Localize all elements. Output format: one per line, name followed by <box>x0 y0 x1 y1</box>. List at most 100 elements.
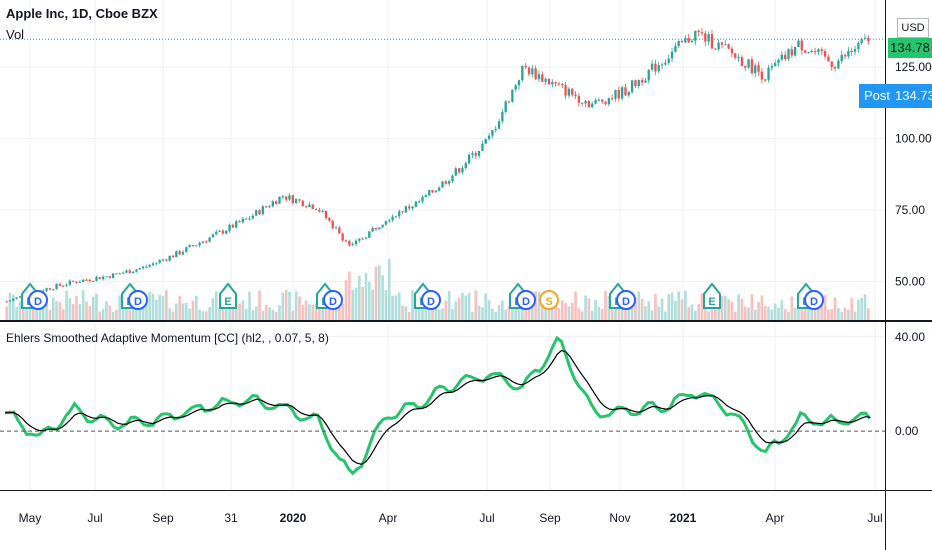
volume-bar <box>168 308 172 320</box>
symbol-title[interactable]: Apple Inc, 1D, Cboe BZX <box>6 6 158 21</box>
candle-body <box>288 195 291 200</box>
earnings-marker-d: D <box>28 290 48 310</box>
volume-bar <box>68 297 72 320</box>
volume-bar <box>25 307 28 320</box>
candle-body <box>394 216 398 218</box>
volume-bar <box>687 307 691 320</box>
volume-bar <box>757 301 760 320</box>
volume-label[interactable]: Vol <box>6 27 25 42</box>
volume-bar <box>201 311 205 320</box>
candle-body <box>574 94 577 97</box>
post-market-tag: Post 134.73 <box>859 84 932 108</box>
candle-body <box>121 272 125 274</box>
x-tick-label: Jul <box>87 511 102 525</box>
earnings-icon <box>219 282 237 309</box>
volume-bar <box>178 295 181 320</box>
y-tick-label: 75.00 <box>895 203 925 217</box>
volume-bar <box>560 300 564 320</box>
volume-bar <box>118 295 122 320</box>
volume-bar <box>204 311 208 320</box>
candle-body <box>594 100 597 104</box>
candle-body <box>324 211 328 219</box>
volume-bar <box>61 309 65 320</box>
volume-bar <box>85 301 88 320</box>
volume-bar <box>504 309 508 320</box>
candle-body <box>151 263 155 266</box>
volume-bar <box>98 311 102 320</box>
volume-bar <box>264 305 268 320</box>
candle-body <box>860 38 863 43</box>
candle-body <box>501 112 504 122</box>
volume-bar <box>620 307 624 320</box>
volume-bar <box>15 306 18 320</box>
candle-body <box>627 92 630 96</box>
candle-body <box>72 280 75 282</box>
volume-bar <box>31 306 35 320</box>
candle-body <box>218 230 221 232</box>
volume-bar <box>570 302 574 320</box>
candle-body <box>477 150 481 156</box>
candle-body <box>205 241 208 243</box>
dividend-icon <box>516 290 536 310</box>
volume-bar <box>357 275 361 320</box>
volume-bar <box>434 308 438 320</box>
candle-body <box>833 67 837 69</box>
volume-bar <box>837 308 840 320</box>
candle-body <box>527 67 531 75</box>
candle-body <box>108 276 111 279</box>
candle-body <box>640 80 644 83</box>
candle-body <box>171 255 175 258</box>
y-tick-label: 125.00 <box>895 60 932 74</box>
volume-bar <box>354 287 358 320</box>
candle-body <box>371 227 374 232</box>
candle-body <box>361 238 364 240</box>
volume-bar <box>417 305 421 320</box>
candle-body <box>591 103 594 107</box>
candle-body <box>720 42 724 45</box>
indicator-label[interactable]: Ehlers Smoothed Adaptive Momentum [CC] (… <box>6 331 329 345</box>
candle-body <box>704 33 707 42</box>
candle-body <box>547 78 551 85</box>
volume-bar <box>304 300 308 320</box>
candle-body <box>630 80 634 93</box>
candle-body <box>437 187 441 191</box>
currency-label[interactable]: USD <box>897 18 929 38</box>
volume-bar <box>654 293 657 320</box>
candle-body <box>694 30 697 41</box>
candle-body <box>494 128 497 131</box>
volume-bar <box>437 309 441 320</box>
volume-bar <box>461 292 464 320</box>
volume-bar <box>148 291 152 320</box>
candle-body <box>91 280 95 282</box>
earnings-markers[interactable]: EDEDEEDEDEDSEDEED <box>21 282 824 310</box>
candle-body <box>843 54 847 57</box>
candle-body <box>225 230 228 234</box>
dividend-icon <box>128 290 148 310</box>
volume-bar <box>684 290 687 320</box>
volume-bar <box>374 266 378 320</box>
candle-body <box>760 71 764 80</box>
volume-bar <box>394 295 398 320</box>
volume-bar <box>644 306 647 320</box>
volume-bar <box>131 298 135 320</box>
volume-bar <box>733 311 737 320</box>
candle-body <box>211 234 215 238</box>
candle-body <box>161 259 165 261</box>
candle-body <box>514 85 517 90</box>
earnings-marker-d: D <box>616 290 636 310</box>
volume-bar <box>760 295 764 320</box>
candle-body <box>863 37 867 39</box>
candle-body <box>654 63 657 72</box>
volume-bar <box>773 303 777 320</box>
candle-body <box>464 163 467 168</box>
candle-body <box>18 296 22 298</box>
candle-body <box>374 227 378 230</box>
volume-bar <box>55 301 58 320</box>
candle-body <box>670 51 674 59</box>
volume-bar <box>251 310 255 320</box>
volume-bar <box>530 296 534 320</box>
volume-bar <box>311 304 315 320</box>
candle-body <box>617 90 620 99</box>
volume-bar <box>401 305 404 320</box>
volume-bar <box>487 300 491 320</box>
